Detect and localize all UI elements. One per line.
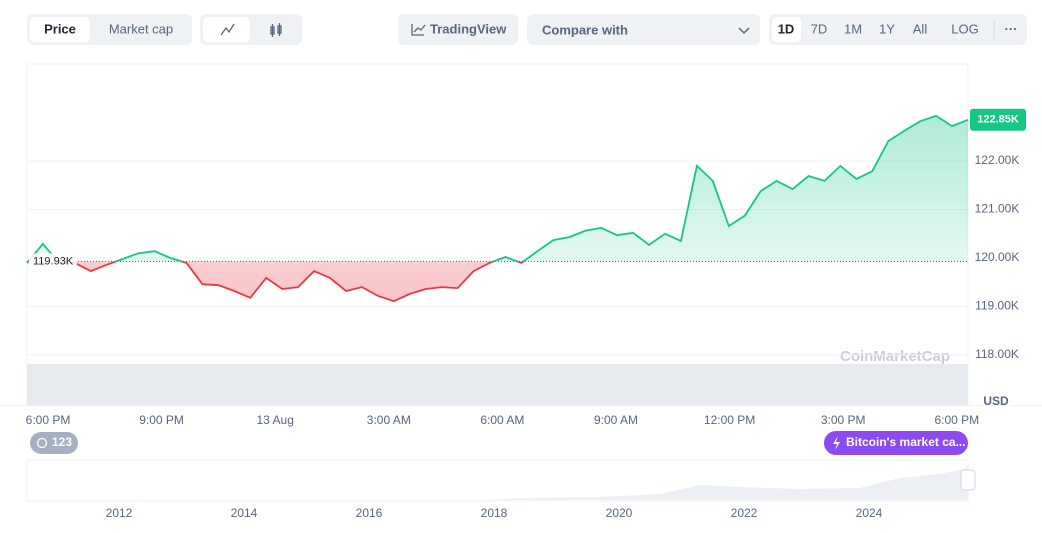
navigator-year: 2022 <box>731 506 758 520</box>
area-up <box>28 115 968 262</box>
area-down <box>27 261 968 302</box>
range-button[interactable]: 1Y <box>879 21 895 36</box>
market-cap-tab[interactable]: Market cap <box>109 21 173 36</box>
x-tick-label: 9:00 AM <box>594 413 638 427</box>
x-tick-label: 3:00 AM <box>367 413 411 427</box>
navigator-handle[interactable] <box>960 469 976 491</box>
line-icon <box>220 23 235 36</box>
y-tick-label: 122.00K <box>975 153 1020 167</box>
navigator-year: 2024 <box>856 506 883 520</box>
compare-label[interactable]: Compare with <box>542 22 628 37</box>
x-tick-label: 3:00 PM <box>821 413 866 427</box>
navigator-year: 2018 <box>481 506 508 520</box>
navigator-history <box>480 468 968 500</box>
chevron <box>738 27 750 35</box>
range-active[interactable] <box>772 17 801 42</box>
range-group <box>769 14 1027 45</box>
x-tick-label: 6:00 AM <box>480 413 524 427</box>
price-line-up <box>27 114 969 262</box>
tradingview-button[interactable] <box>398 14 518 45</box>
price-line-down <box>26 261 525 303</box>
volume-area <box>27 364 968 405</box>
navigator-year: 2016 <box>356 506 383 520</box>
y-tick-label: 119.00K <box>975 299 1019 313</box>
price-tab[interactable]: Price <box>44 21 76 36</box>
event-count-badge[interactable] <box>30 432 78 454</box>
x-tick-label: 6:00 PM <box>26 413 71 427</box>
navigator-year: 2012 <box>106 506 133 520</box>
candle-icon[interactable] <box>270 23 282 37</box>
x-tick-label: 9:00 PM <box>139 413 184 427</box>
tv-icon <box>411 24 424 36</box>
toggle-active[interactable] <box>30 17 90 42</box>
range-button[interactable]: 1M <box>844 21 862 36</box>
event-label[interactable]: Bitcoin's market ca... <box>846 435 966 449</box>
event-badge[interactable] <box>824 431 968 455</box>
watermark: CoinMarketCap <box>840 348 950 365</box>
range-button[interactable]: 1D <box>778 21 795 36</box>
current-price-tag <box>970 108 1026 131</box>
y-tick-label: 121.00K <box>975 202 1020 216</box>
unit-label: USD <box>983 394 1009 408</box>
compare-select[interactable] <box>527 14 760 45</box>
tv-icon <box>413 24 426 33</box>
range-button[interactable]: LOG <box>951 21 978 36</box>
range-button[interactable]: All <box>913 21 928 36</box>
x-tick-label: 12:00 PM <box>704 413 755 427</box>
x-tick-label: 6:00 PM <box>934 413 979 427</box>
range-button[interactable]: 7D <box>811 21 828 36</box>
event-count[interactable]: 123 <box>52 435 72 449</box>
navigator-year: 2020 <box>606 506 633 520</box>
clock-icon <box>36 437 48 449</box>
x-tick-label: 13 Aug <box>257 413 294 427</box>
tradingview-label[interactable]: TradingView <box>430 21 507 36</box>
reference-label: 119.93K <box>33 255 74 267</box>
y-tick-label: 118.00K <box>975 347 1019 361</box>
reference-label-bg <box>29 253 77 270</box>
navigator-year: 2014 <box>231 506 258 520</box>
more-button[interactable]: ··· <box>1005 21 1018 36</box>
y-tick-label: 120.00K <box>975 250 1020 264</box>
current-price-label: 122.85K <box>977 114 1019 126</box>
bolt-icon <box>833 436 840 450</box>
